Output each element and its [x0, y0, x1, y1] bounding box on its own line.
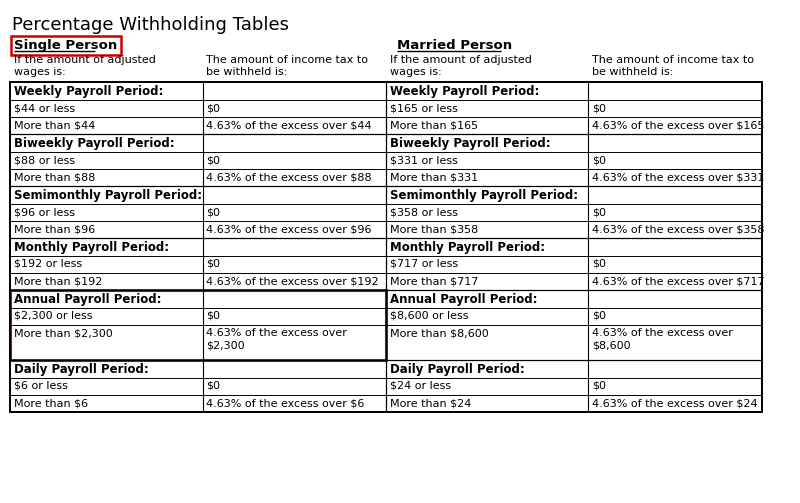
- Text: More than $8,600: More than $8,600: [390, 328, 488, 338]
- Text: $0: $0: [592, 103, 606, 113]
- Text: $8,600 or less: $8,600 or less: [390, 311, 468, 321]
- Text: 4.63% of the excess over
$8,600: 4.63% of the excess over $8,600: [592, 328, 733, 351]
- Text: $0: $0: [206, 381, 220, 391]
- Text: More than $331: More than $331: [390, 172, 478, 182]
- Text: $0: $0: [206, 155, 220, 165]
- Text: The amount of income tax to
be withheld is:: The amount of income tax to be withheld …: [206, 55, 368, 77]
- Text: Biweekly Payroll Period:: Biweekly Payroll Period:: [390, 137, 550, 150]
- Text: 4.63% of the excess over $96: 4.63% of the excess over $96: [206, 224, 372, 234]
- Text: 4.63% of the excess over $717: 4.63% of the excess over $717: [592, 276, 765, 286]
- Text: Monthly Payroll Period:: Monthly Payroll Period:: [14, 241, 169, 254]
- Text: 4.63% of the excess over $331: 4.63% of the excess over $331: [592, 172, 765, 182]
- Text: The amount of income tax to
be withheld is:: The amount of income tax to be withheld …: [592, 55, 754, 77]
- Text: Daily Payroll Period:: Daily Payroll Period:: [390, 363, 524, 376]
- Text: 4.63% of the excess over $6: 4.63% of the excess over $6: [206, 398, 365, 408]
- Text: $358 or less: $358 or less: [390, 207, 458, 217]
- Text: 4.63% of the excess over
$2,300: 4.63% of the excess over $2,300: [206, 328, 347, 351]
- Text: $96 or less: $96 or less: [14, 207, 74, 217]
- Text: Annual Payroll Period:: Annual Payroll Period:: [390, 293, 537, 306]
- Text: $88 or less: $88 or less: [14, 155, 74, 165]
- Text: 4.63% of the excess over $24: 4.63% of the excess over $24: [592, 398, 758, 408]
- Text: 4.63% of the excess over $165: 4.63% of the excess over $165: [592, 120, 765, 130]
- Text: More than $192: More than $192: [14, 276, 102, 286]
- Text: $331 or less: $331 or less: [390, 155, 458, 165]
- Text: $24 or less: $24 or less: [390, 381, 450, 391]
- Text: $0: $0: [206, 259, 220, 269]
- Text: $44 or less: $44 or less: [14, 103, 74, 113]
- Text: $0: $0: [206, 207, 220, 217]
- Text: Weekly Payroll Period:: Weekly Payroll Period:: [14, 85, 163, 98]
- Text: $0: $0: [206, 311, 220, 321]
- Text: $0: $0: [592, 311, 606, 321]
- Text: More than $165: More than $165: [390, 120, 478, 130]
- Text: $717 or less: $717 or less: [390, 259, 458, 269]
- Text: More than $6: More than $6: [14, 398, 88, 408]
- Text: More than $358: More than $358: [390, 224, 478, 234]
- Text: Married Person: Married Person: [398, 39, 513, 52]
- Text: More than $2,300: More than $2,300: [14, 328, 112, 338]
- Text: 4.63% of the excess over $44: 4.63% of the excess over $44: [206, 120, 372, 130]
- Text: $0: $0: [592, 207, 606, 217]
- Text: Single Person: Single Person: [14, 39, 118, 52]
- Text: More than $24: More than $24: [390, 398, 471, 408]
- Text: $0: $0: [592, 259, 606, 269]
- Text: $0: $0: [206, 103, 220, 113]
- Text: $0: $0: [592, 381, 606, 391]
- Text: $0: $0: [592, 155, 606, 165]
- Text: $6 or less: $6 or less: [14, 381, 67, 391]
- Text: If the amount of adjusted
wages is:: If the amount of adjusted wages is:: [390, 55, 531, 77]
- Text: Biweekly Payroll Period:: Biweekly Payroll Period:: [14, 137, 174, 150]
- Text: $165 or less: $165 or less: [390, 103, 458, 113]
- Text: More than $44: More than $44: [14, 120, 95, 130]
- Text: Semimonthly Payroll Period:: Semimonthly Payroll Period:: [390, 189, 578, 202]
- Text: If the amount of adjusted
wages is:: If the amount of adjusted wages is:: [14, 55, 155, 77]
- Text: More than $88: More than $88: [14, 172, 95, 182]
- Text: More than $96: More than $96: [14, 224, 94, 234]
- Bar: [10, 290, 386, 360]
- Text: 4.63% of the excess over $192: 4.63% of the excess over $192: [206, 276, 379, 286]
- Bar: [10, 82, 762, 412]
- Text: $2,300 or less: $2,300 or less: [14, 311, 92, 321]
- Text: 4.63% of the excess over $358: 4.63% of the excess over $358: [592, 224, 765, 234]
- Text: Semimonthly Payroll Period:: Semimonthly Payroll Period:: [14, 189, 202, 202]
- Text: $192 or less: $192 or less: [14, 259, 82, 269]
- Text: More than $717: More than $717: [390, 276, 478, 286]
- Text: 4.63% of the excess over $88: 4.63% of the excess over $88: [206, 172, 372, 182]
- Text: Daily Payroll Period:: Daily Payroll Period:: [14, 363, 148, 376]
- Text: Weekly Payroll Period:: Weekly Payroll Period:: [390, 85, 539, 98]
- Text: Monthly Payroll Period:: Monthly Payroll Period:: [390, 241, 545, 254]
- Bar: [10, 82, 762, 412]
- Text: Annual Payroll Period:: Annual Payroll Period:: [14, 293, 161, 306]
- Text: Percentage Withholding Tables: Percentage Withholding Tables: [11, 16, 289, 34]
